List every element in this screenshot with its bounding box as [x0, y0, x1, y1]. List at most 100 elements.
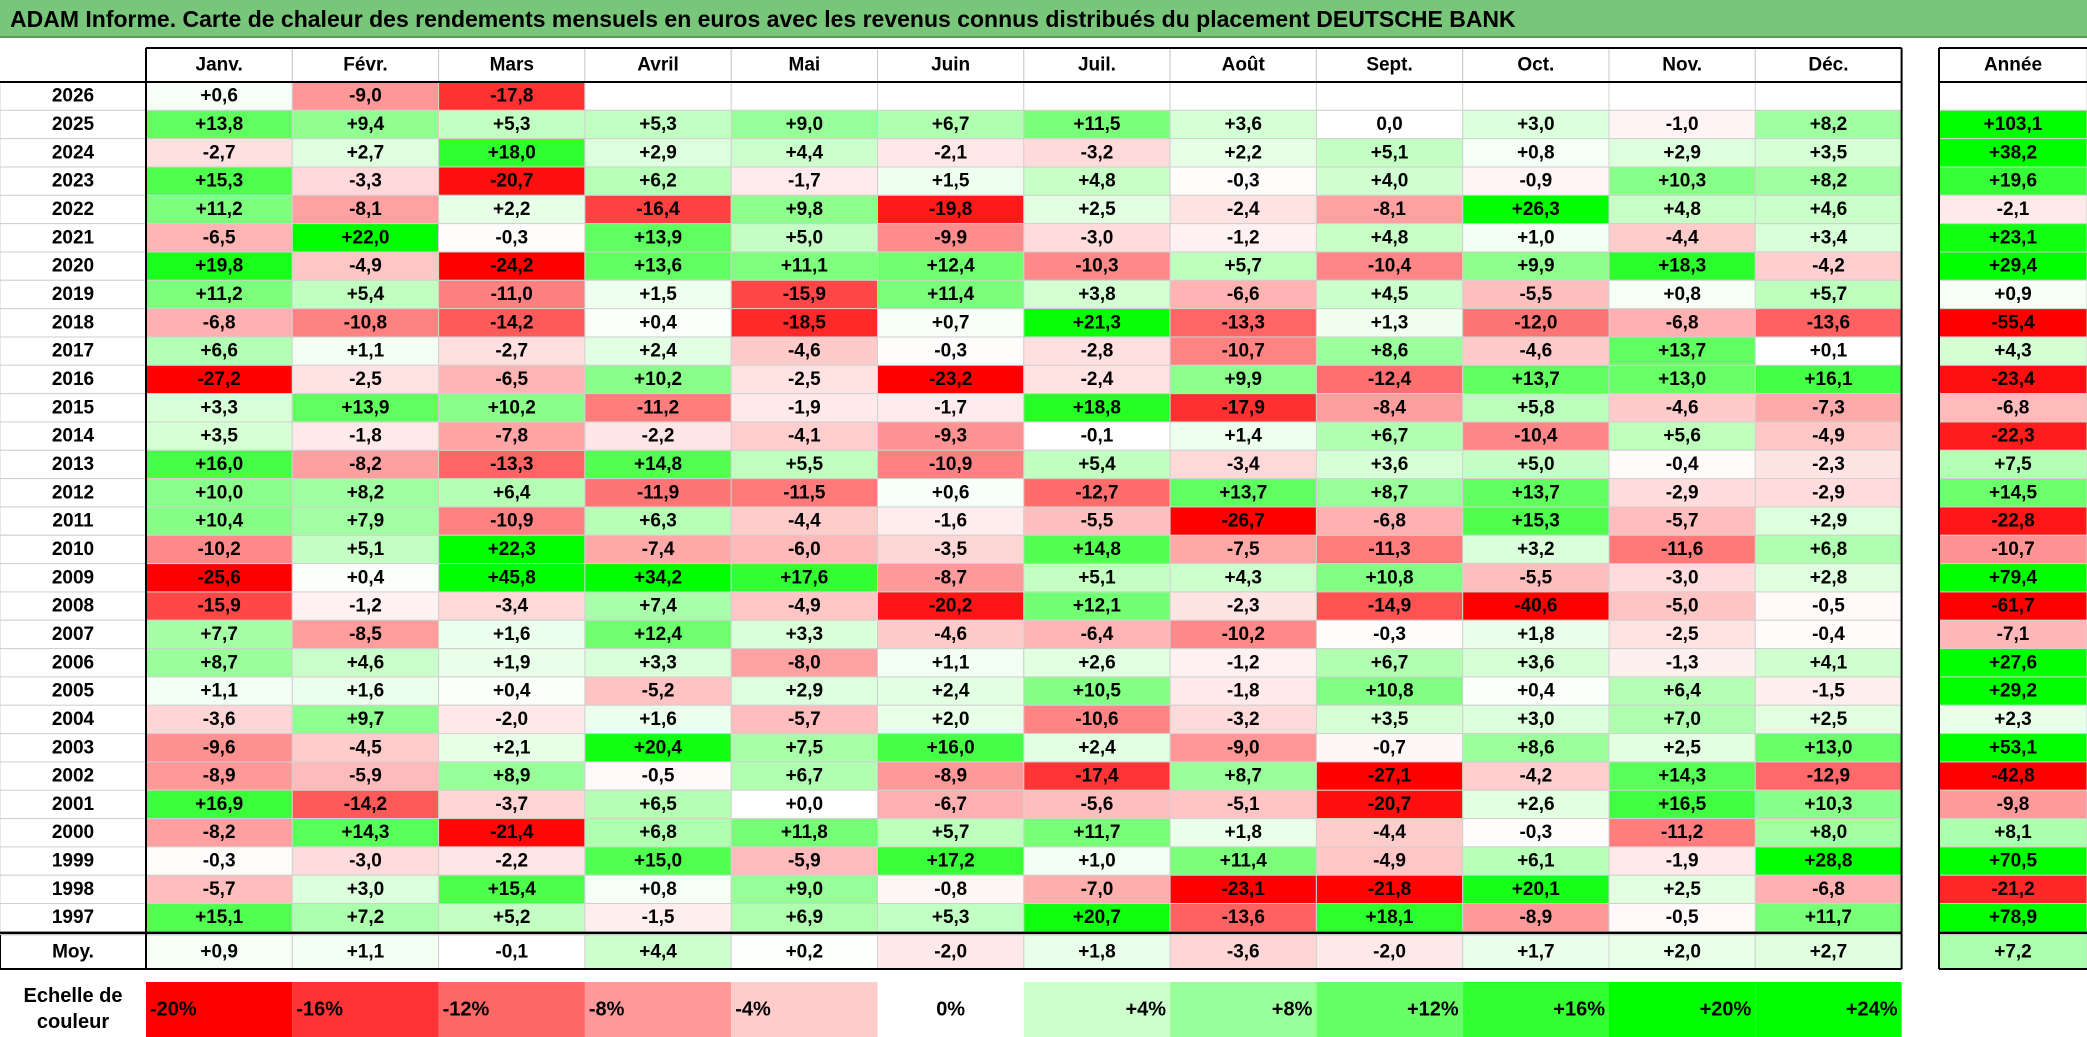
heatmap-cell-value: +13,7 [1658, 341, 1706, 362]
heatmap-cell [730, 534, 879, 565]
heatmap-cell [730, 364, 879, 395]
average-cell-value: -2,0 [1373, 942, 1406, 963]
heatmap-cell-value: +21,3 [1073, 312, 1121, 333]
heatmap-cell-value: -1,9 [1666, 851, 1699, 872]
heatmap-cell-value: +4,0 [1371, 171, 1409, 192]
year-label: 2012 [52, 482, 94, 503]
heatmap-cell-value: +18,0 [488, 142, 536, 163]
heatmap-cell [584, 563, 732, 593]
heatmap-cell [1023, 109, 1171, 140]
color-scale-stop-label: +20% [1700, 999, 1752, 1021]
heatmap-cell-value: +2,5 [1810, 709, 1848, 730]
heatmap-cell [1608, 393, 1756, 423]
year-cell [0, 846, 147, 876]
heatmap-cell [1023, 251, 1171, 281]
year-label: 2017 [52, 341, 94, 362]
heatmap-cell [1023, 534, 1171, 565]
heatmap-cell-value: +6,5 [639, 794, 677, 815]
year-label: 2001 [52, 794, 95, 815]
heatmap-cell-value: +9,8 [786, 199, 824, 220]
heatmap-cell-value: -24,2 [490, 256, 533, 277]
heatmap-cell-value: +3,6 [1371, 454, 1409, 475]
heatmap-cell [145, 534, 293, 565]
heatmap-cell-value: +5,5 [786, 454, 824, 475]
year-label: 2002 [52, 766, 94, 787]
heatmap-cell-value: +13,0 [1804, 737, 1852, 758]
heatmap-cell [438, 194, 586, 225]
heatmap-cell-value: -4,6 [1519, 341, 1552, 362]
heatmap-cell-value: -4,4 [1373, 822, 1406, 843]
heatmap-cell-value: -8,9 [203, 766, 236, 787]
heatmap-cell-value: +5,7 [932, 822, 970, 843]
color-scale-label: Echelle de [24, 985, 123, 1007]
heatmap-cell [1754, 818, 1903, 848]
heatmap-cell-value: +1,4 [1224, 426, 1262, 447]
annual-cell-value: +38,2 [1989, 142, 2037, 163]
heatmap-cell-value: +4,4 [786, 142, 824, 163]
annual-cell-value: +27,6 [1989, 652, 2037, 673]
heatmap-cell [145, 619, 293, 650]
heatmap-cell-value: -11,5 [783, 482, 826, 503]
heatmap-cell [1608, 534, 1756, 565]
annual-header-label: Année [1984, 55, 2042, 76]
color-scale-stop-label: 0% [936, 999, 965, 1021]
heatmap-cell [1169, 818, 1317, 848]
heatmap-cell [438, 308, 586, 338]
heatmap-cell-value: +14,8 [634, 454, 682, 475]
year-cell [0, 563, 147, 593]
year-cell [0, 251, 147, 281]
heatmap-cell-value: -1,7 [934, 397, 967, 418]
heatmap-cell-value: +2,5 [1663, 879, 1701, 900]
heatmap-cell-value: +7,2 [347, 907, 385, 928]
heatmap-cell [1462, 733, 1610, 763]
heatmap-cell [1462, 704, 1610, 735]
heatmap-cell-value: +4,6 [1810, 199, 1848, 220]
heatmap-cell-value: -0,5 [642, 766, 675, 787]
heatmap-cell [1462, 874, 1610, 905]
heatmap-cell [1462, 251, 1610, 281]
year-label: 1999 [52, 851, 94, 872]
heatmap-cell [291, 534, 440, 565]
year-label: 1998 [52, 879, 94, 900]
average-cell-value: +1,1 [347, 942, 385, 963]
heatmap-cell [1315, 393, 1464, 423]
heatmap-cell [438, 903, 586, 933]
annual-cell-value: +29,4 [1989, 256, 2038, 277]
heatmap-cell-value: -1,8 [349, 426, 382, 447]
heatmap-cell [1462, 619, 1610, 650]
color-scale-stop-label: -8% [589, 999, 625, 1021]
annual-cell-value: -2,1 [1997, 199, 2030, 220]
heatmap-cell-value: -11,2 [637, 397, 679, 418]
heatmap-cell-value: -3,3 [349, 171, 382, 192]
heatmap-cell [730, 194, 879, 225]
heatmap-cell-value: +2,0 [932, 709, 970, 730]
color-scale-swatch [438, 982, 585, 1037]
heatmap-cell-value: +11,4 [927, 284, 974, 305]
heatmap-cell [1315, 109, 1464, 140]
annual-cell-value: +0,9 [1994, 284, 2032, 305]
annual-cell-value: +7,5 [1994, 454, 2032, 475]
heatmap-cell-value: +7,4 [639, 596, 677, 617]
heatmap-cell [1754, 704, 1903, 735]
heatmap-cell-value: +13,9 [634, 227, 682, 248]
annual-cell-value: +29,2 [1989, 681, 2037, 702]
heatmap-cell-value: -6,5 [495, 369, 528, 390]
heatmap-cell [145, 336, 293, 366]
heatmap-cell-value: -6,0 [788, 539, 821, 560]
heatmap-cell-value: +6,8 [1810, 539, 1848, 560]
heatmap-cell [438, 138, 586, 168]
heatmap-cell-value: +1,1 [347, 341, 385, 362]
heatmap-cell [1608, 421, 1756, 451]
heatmap-cell-value: -12,4 [1368, 369, 1412, 390]
heatmap-cell [1754, 903, 1903, 933]
heatmap-cell-value: +15,4 [488, 879, 537, 900]
heatmap-cell-value: -2,2 [642, 426, 675, 447]
heatmap-cell-value: +20,1 [1512, 879, 1561, 900]
heatmap-cell [1608, 563, 1756, 593]
heatmap-cell-value: -3,0 [349, 851, 382, 872]
heatmap-cell-value: +1,1 [932, 652, 970, 673]
heatmap-cell-value: +18,3 [1658, 256, 1706, 277]
average-cell [1754, 934, 1903, 970]
heatmap-cell-value: -5,0 [1666, 596, 1699, 617]
heatmap-cell [1315, 903, 1464, 933]
